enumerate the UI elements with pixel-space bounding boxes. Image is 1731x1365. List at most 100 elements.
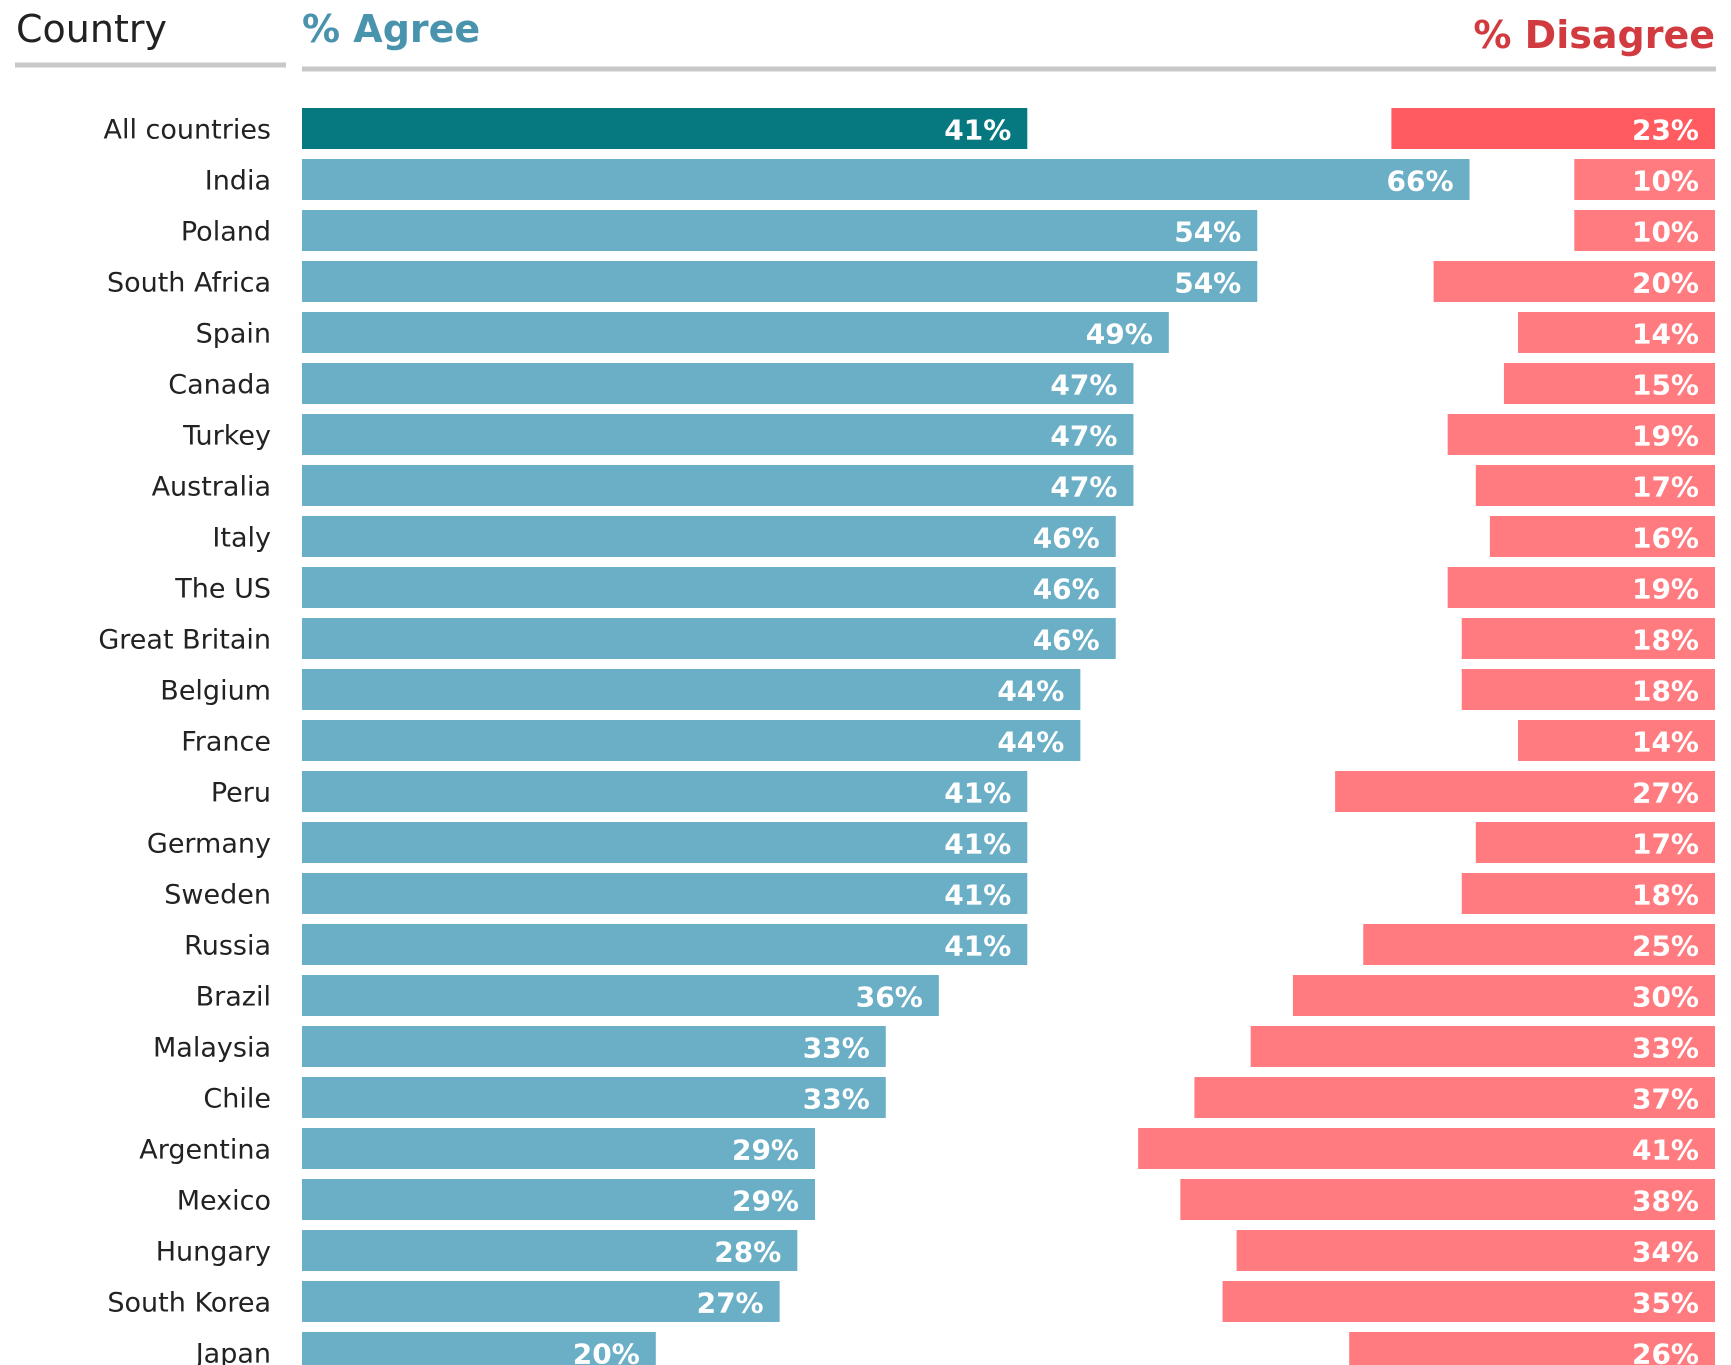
agree-value-germany: 41% [944, 828, 1011, 861]
agree-bar-turkey [302, 414, 1134, 455]
country-label-italy: Italy [212, 523, 271, 554]
country-label-mexico: Mexico [177, 1186, 271, 1217]
country-label-spain: Spain [196, 319, 271, 350]
disagree-bar-france [1518, 720, 1715, 761]
disagree-value-turkey: 19% [1632, 420, 1699, 453]
agree-bar-hungary [302, 1230, 798, 1271]
agree-bar-peru [302, 771, 1028, 812]
disagree-bar-mexico [1180, 1179, 1715, 1220]
disagree-value-hungary: 34% [1632, 1236, 1699, 1269]
agree-bar-france [302, 720, 1081, 761]
agree-value-australia: 47% [1050, 471, 1117, 504]
country-label-russia: Russia [184, 931, 271, 962]
disagree-value-germany: 17% [1632, 828, 1699, 861]
disagree-bar-great-britain [1461, 618, 1715, 659]
agree-bar-canada [302, 363, 1134, 404]
disagree-value-peru: 27% [1632, 777, 1699, 810]
country-label-brazil: Brazil [196, 982, 271, 1013]
agree-bar-south-korea [302, 1281, 780, 1322]
country-label-australia: Australia [152, 472, 271, 503]
agree-value-brazil: 36% [856, 981, 923, 1014]
disagree-bar-chile [1194, 1077, 1715, 1118]
disagree-bar-hungary [1236, 1230, 1715, 1271]
agree-bar-germany [302, 822, 1028, 863]
agree-value-italy: 46% [1033, 522, 1100, 555]
disagree-bar-spain [1518, 312, 1715, 353]
disagree-bar-belgium [1461, 669, 1715, 710]
country-label-south-korea: South Korea [107, 1288, 271, 1319]
agree-value-argentina: 29% [732, 1134, 799, 1167]
agree-value-india: 66% [1387, 165, 1454, 198]
agree-value-poland: 54% [1174, 216, 1241, 249]
disagree-bar-south-korea [1222, 1281, 1715, 1322]
country-label-the-us: The US [174, 574, 271, 605]
country-label-argentina: Argentina [139, 1135, 271, 1166]
header-country: Country [16, 7, 167, 51]
country-label-chile: Chile [203, 1084, 271, 1115]
country-label-south-africa: South Africa [107, 268, 271, 299]
agree-bar-sweden [302, 873, 1028, 914]
agree-value-malaysia: 33% [803, 1032, 870, 1065]
disagree-value-argentina: 41% [1632, 1134, 1699, 1167]
agree-value-south-korea: 27% [697, 1287, 764, 1320]
disagree-bar-brazil [1292, 975, 1715, 1016]
agree-value-japan: 20% [573, 1338, 640, 1365]
disagree-value-australia: 17% [1632, 471, 1699, 504]
disagree-bar-canada [1503, 363, 1715, 404]
header-agree: % Agree [302, 7, 480, 51]
country-label-all-countries: All countries [103, 115, 271, 146]
disagree-value-spain: 14% [1632, 318, 1699, 351]
agree-value-hungary: 28% [714, 1236, 781, 1269]
disagree-bar-the-us [1447, 567, 1715, 608]
disagree-bar-south-africa [1433, 261, 1715, 302]
disagree-bar-germany [1475, 822, 1715, 863]
disagree-bar-malaysia [1250, 1026, 1715, 1067]
country-label-peru: Peru [211, 778, 271, 809]
agree-value-turkey: 47% [1050, 420, 1117, 453]
country-label-great-britain: Great Britain [98, 625, 271, 656]
agree-value-great-britain: 46% [1033, 624, 1100, 657]
agree-bar-russia [302, 924, 1028, 965]
disagree-bar-australia [1475, 465, 1715, 506]
disagree-value-italy: 16% [1632, 522, 1699, 555]
agree-value-belgium: 44% [997, 675, 1064, 708]
disagree-value-brazil: 30% [1632, 981, 1699, 1014]
disagree-value-japan: 26% [1632, 1338, 1699, 1365]
disagree-value-the-us: 19% [1632, 573, 1699, 606]
disagree-value-south-africa: 20% [1632, 267, 1699, 300]
country-label-poland: Poland [181, 217, 271, 248]
disagree-value-poland: 10% [1632, 216, 1699, 249]
agree-value-all-countries: 41% [944, 114, 1011, 147]
agree-bar-all-countries [302, 108, 1028, 149]
agree-bar-mexico [302, 1179, 816, 1220]
disagree-value-russia: 25% [1632, 930, 1699, 963]
disagree-bar-poland [1574, 210, 1715, 251]
agree-bar-japan [302, 1332, 656, 1365]
agree-bar-argentina [302, 1128, 816, 1169]
country-label-hungary: Hungary [156, 1237, 271, 1268]
agree-value-south-africa: 54% [1174, 267, 1241, 300]
disagree-value-france: 14% [1632, 726, 1699, 759]
disagree-bar-russia [1363, 924, 1715, 965]
agree-value-russia: 41% [944, 930, 1011, 963]
disagree-value-great-britain: 18% [1632, 624, 1699, 657]
agree-bar-malaysia [302, 1026, 886, 1067]
agree-bar-south-africa [302, 261, 1258, 302]
agree-value-the-us: 46% [1033, 573, 1100, 606]
country-label-belgium: Belgium [160, 676, 271, 707]
country-label-france: France [181, 727, 271, 758]
agree-value-spain: 49% [1086, 318, 1153, 351]
country-label-germany: Germany [147, 829, 271, 860]
header-disagree: % Disagree [1473, 13, 1715, 57]
agree-bar-the-us [302, 567, 1116, 608]
disagree-value-south-korea: 35% [1632, 1287, 1699, 1320]
disagree-value-canada: 15% [1632, 369, 1699, 402]
disagree-value-belgium: 18% [1632, 675, 1699, 708]
country-label-sweden: Sweden [164, 880, 271, 911]
agree-bar-brazil [302, 975, 939, 1016]
disagree-value-all-countries: 23% [1632, 114, 1699, 147]
agree-bar-australia [302, 465, 1134, 506]
agree-value-peru: 41% [944, 777, 1011, 810]
agree-value-mexico: 29% [732, 1185, 799, 1218]
